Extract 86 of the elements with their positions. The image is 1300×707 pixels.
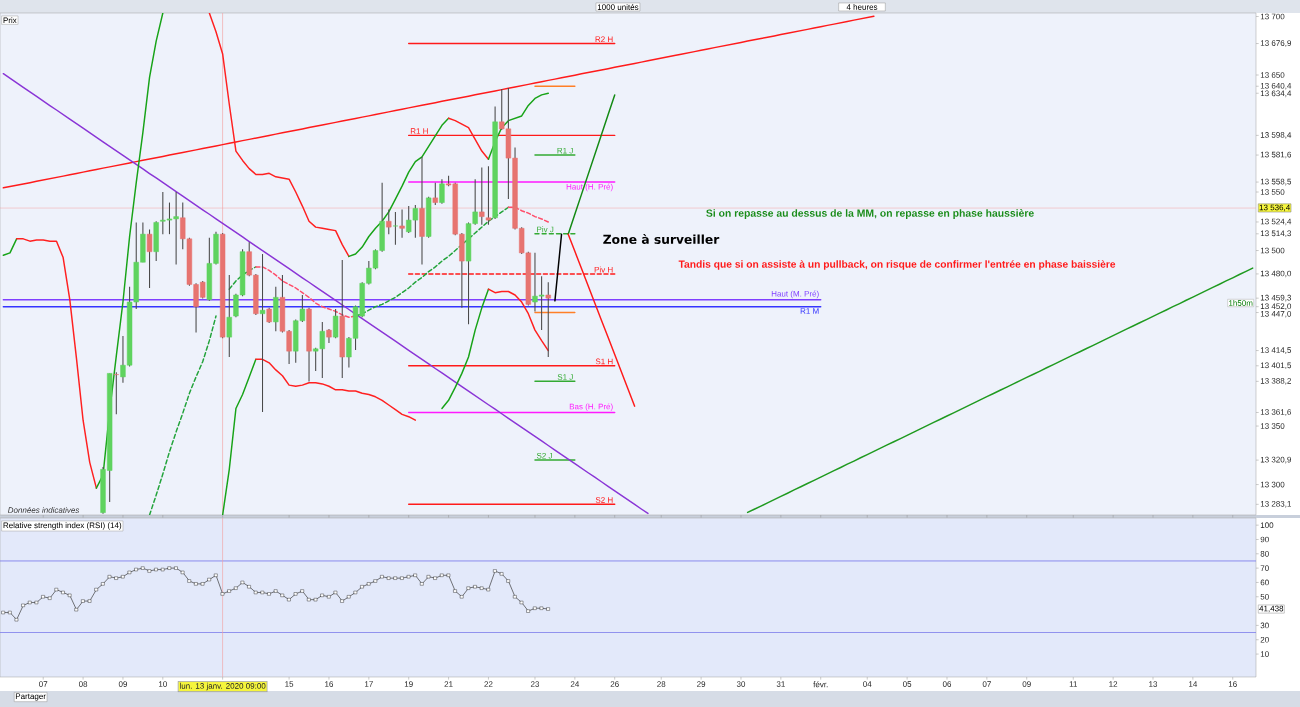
text: Partager: [15, 693, 46, 701]
y-tick-label: 13 447,0: [1260, 310, 1292, 318]
x-tick-label: 16: [1228, 681, 1237, 687]
y-tick-label: 13 300: [1260, 481, 1285, 488]
y-tick-label: 13 500: [1260, 247, 1285, 254]
x-tick-label: 05: [902, 681, 912, 687]
series-label: S2 H: [595, 497, 613, 503]
series-label: R1 J: [557, 147, 573, 154]
y-tick-label: 13 676,9: [1260, 40, 1292, 47]
y-tick-label: 13 514,3: [1260, 230, 1292, 238]
x-tick-label: 26: [610, 681, 619, 687]
y-tick-label: 13 459,3: [1260, 294, 1292, 302]
y-tick-label: 13 283,1: [1260, 501, 1291, 508]
annotation: 41,438: [1259, 605, 1284, 613]
x-tick-label: 29: [697, 681, 706, 687]
y-tick-label: 13 650: [1260, 72, 1285, 78]
x-tick-label: 07: [982, 681, 991, 687]
x-tick-label: 12: [1109, 681, 1118, 687]
y-tick-label: 100: [1260, 522, 1274, 528]
y-tick-label: 13 320,9: [1260, 456, 1292, 464]
x-tick-label: 09: [118, 681, 128, 687]
y-tick-label: 13 634,4: [1260, 90, 1292, 98]
x-tick-label: 11: [1069, 681, 1078, 687]
x-tick-label: 16: [325, 681, 334, 687]
x-tick-label: 22: [484, 681, 493, 687]
y-tick-label: 13 550: [1260, 189, 1285, 195]
annotation: Données indicatives: [7, 506, 80, 513]
annotation: Zone à surveiller: [603, 234, 720, 244]
y-tick-label: 70: [1260, 565, 1269, 571]
series-label: R2 H: [595, 36, 613, 42]
x-tick-label: 28: [657, 681, 666, 687]
y-tick-label: 13 361,6: [1260, 409, 1292, 416]
y-tick-label: 13 388,2: [1260, 378, 1291, 385]
x-tick-label: 06: [942, 681, 952, 687]
x-tick-label: 08: [78, 681, 88, 687]
y-tick-label: 13 700: [1260, 13, 1285, 20]
y-tick-label: 13 401,5: [1260, 362, 1292, 370]
series-label: Piv H: [594, 266, 613, 273]
x-tick-label: 14: [1189, 681, 1198, 687]
y-tick-label: 13 598,4: [1260, 132, 1292, 139]
series-label: S2 J: [536, 452, 552, 459]
x-tick-label: 31: [776, 681, 785, 687]
x-tick-label: 10: [158, 681, 167, 687]
x-tick-label: 13: [1149, 681, 1158, 687]
y-tick-label: 90: [1260, 536, 1269, 543]
series-label: Haut (M. Pré): [771, 290, 819, 299]
x-tick-label: 15: [285, 681, 294, 687]
x-tick-label: 19: [404, 681, 413, 687]
chart-title: Relative strength index (RSI) (14): [3, 522, 122, 530]
text: 1000 unités: [597, 3, 639, 10]
y-tick-label: 13 558,5: [1260, 178, 1292, 186]
series-label: Bas (H. Pré): [569, 403, 613, 411]
x-tick-label: 30: [736, 681, 746, 687]
x-tick-label: 04: [863, 681, 872, 687]
x-tick-label: 07: [39, 681, 48, 687]
x-tick-label: 21: [444, 681, 453, 687]
x-tick-label: 09: [1022, 681, 1031, 687]
chart-title: Prix: [3, 17, 17, 24]
series-label: Piv J: [537, 226, 554, 233]
y-tick-label: 13 480,0: [1260, 270, 1292, 278]
y-tick-label: 60: [1260, 579, 1269, 586]
x-tick-label: févr.: [813, 681, 828, 688]
annotation: Tandis que si on assiste à un pullback, on risque de confirmer l'entrée en phase baissière: [678, 260, 1116, 270]
series-label: R1 H: [410, 128, 428, 134]
y-tick-label: 13 452,0: [1260, 303, 1292, 310]
annotation: 1h50m: [1229, 300, 1253, 306]
x-tick-label: 24: [570, 681, 580, 687]
ref-line-label: 13 536,4: [1259, 204, 1290, 212]
series-label: S1 H: [595, 358, 613, 365]
annotation: Si on repasse au dessus de la MM, on repasse en phase haussière: [706, 209, 1034, 219]
x-tick-label: 17: [364, 681, 373, 687]
y-tick-label: 10: [1260, 651, 1269, 657]
y-tick-label: 13 581,6: [1260, 151, 1292, 159]
y-tick-label: 30: [1260, 622, 1269, 629]
x-tick-label: 23: [530, 681, 540, 687]
y-tick-label: 80: [1260, 550, 1269, 557]
y-tick-label: 50: [1260, 593, 1269, 600]
series-label: R1 M: [800, 308, 819, 314]
y-tick-label: 20: [1260, 636, 1269, 643]
y-tick-label: 13 524,4: [1260, 218, 1292, 226]
series-label: S1 J: [557, 374, 573, 380]
series-label: Haut (H. Pré): [566, 183, 613, 192]
y-tick-label: 13 640,4: [1260, 82, 1292, 90]
y-tick-label: 13 350: [1260, 423, 1285, 429]
text: 4 heures: [846, 4, 878, 10]
y-tick-label: 13 414,5: [1260, 347, 1292, 354]
